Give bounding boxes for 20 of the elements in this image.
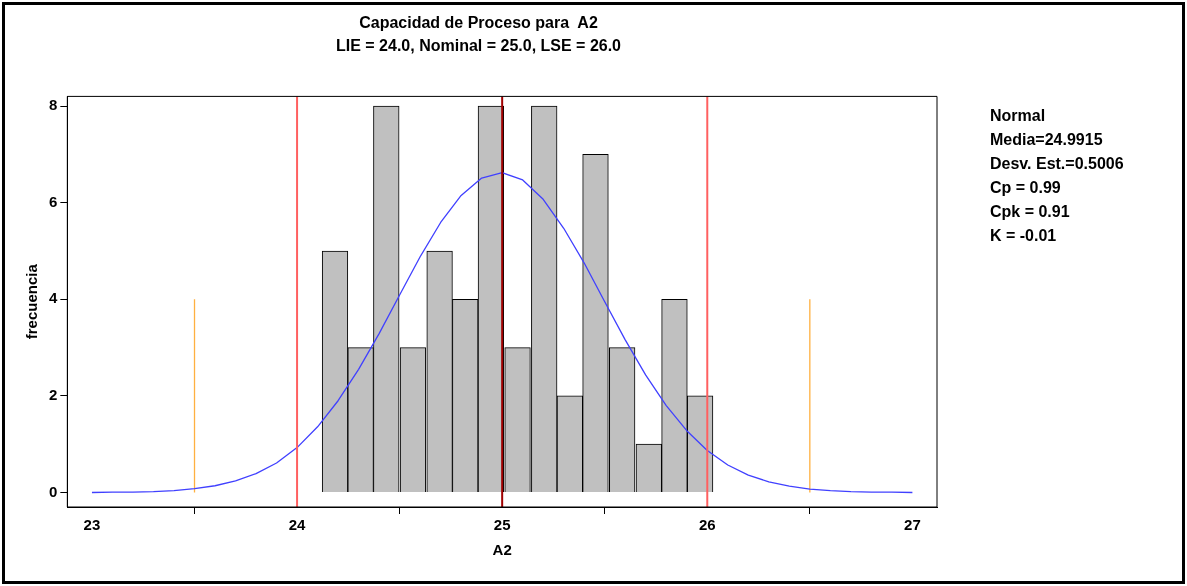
chart-subtitle: LIE = 24.0, Nominal = 25.0, LSE = 26.0 — [335, 37, 622, 55]
x-tick-label: 25 — [493, 516, 511, 534]
y-tick-label: 0 — [49, 482, 58, 500]
text: Cpk = 0.91 — [990, 203, 1070, 220]
chart-title: Capacidad de Proceso para A2 — [359, 14, 598, 32]
x-tick-label: 23 — [83, 516, 101, 534]
text: Cp = 0.99 — [990, 179, 1061, 196]
y-tick-label: 2 — [49, 386, 58, 404]
y-tick-label: 4 — [49, 289, 58, 307]
x-tick-label: 27 — [904, 516, 921, 534]
text: Media=24.9915 — [990, 131, 1103, 148]
y-tick-label: 6 — [49, 192, 58, 210]
y-axis-title: frecuencia — [23, 263, 41, 340]
x-axis-title: A2 — [492, 541, 512, 559]
text: Desv. Est.=0.5006 — [990, 155, 1124, 172]
y-tick-label: 8 — [49, 96, 58, 114]
x-tick-label: 26 — [698, 516, 716, 534]
text: K = -0.01 — [990, 227, 1057, 244]
x-tick-label: 24 — [288, 516, 307, 534]
text: Normal — [990, 107, 1046, 124]
